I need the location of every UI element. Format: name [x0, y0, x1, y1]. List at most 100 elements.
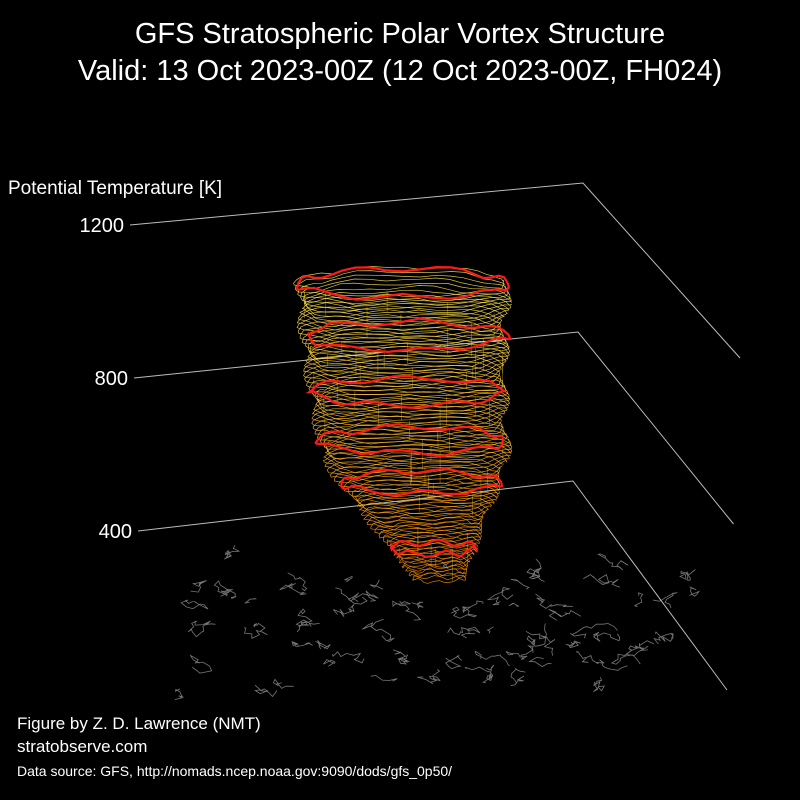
coastline [180, 599, 209, 610]
isentrope [301, 293, 510, 326]
red-contour [305, 374, 506, 409]
z-axis-label: Potential Temperature [K] [8, 178, 222, 199]
isentrope [316, 386, 511, 418]
coastline [441, 561, 449, 569]
coastline [593, 631, 621, 642]
isentrope [323, 427, 512, 457]
coastline [244, 598, 257, 604]
coastline [411, 601, 424, 609]
coastline [633, 592, 644, 607]
coastline [335, 587, 379, 602]
coastline [213, 580, 231, 597]
isentrope [299, 318, 504, 350]
isentrope [360, 503, 486, 525]
coastline [344, 575, 353, 583]
coastline [295, 619, 320, 628]
coastline [505, 645, 534, 660]
credit: Figure by Z. D. Lawrence (NMT) [17, 714, 261, 733]
coastline [332, 603, 355, 617]
coastline [625, 640, 655, 657]
coastline [291, 640, 313, 648]
coastline [189, 654, 213, 674]
coastline [220, 589, 237, 599]
coastline [447, 626, 481, 636]
coastline [254, 684, 277, 698]
coastline [445, 655, 462, 670]
coastline [581, 654, 628, 671]
red-contour [340, 467, 503, 497]
coastline [369, 579, 384, 590]
coastline [653, 632, 673, 645]
coastline [464, 666, 494, 684]
coastline [569, 623, 618, 639]
isentrope [399, 556, 471, 570]
coastline [332, 651, 365, 664]
grid-line [137, 480, 728, 691]
isentrope [334, 464, 500, 491]
coastline [689, 586, 701, 597]
coastline [527, 567, 545, 582]
isentrope [313, 394, 508, 426]
data-source: Data source: GFS, http://nomads.ncep.noa… [17, 763, 452, 779]
isentrope [378, 525, 482, 543]
isentrope [374, 521, 482, 540]
coastline [548, 609, 582, 621]
coastline [576, 651, 587, 659]
coastline [593, 677, 606, 693]
coastline [460, 628, 475, 639]
isentrope [315, 390, 509, 421]
coastline [597, 553, 629, 571]
coastline [174, 688, 184, 700]
isentrope [302, 322, 507, 354]
coastline [347, 592, 368, 605]
coastline [461, 600, 484, 613]
grid-line [129, 182, 741, 359]
coastline [315, 639, 331, 650]
coastline [296, 608, 313, 633]
coastline [679, 569, 696, 581]
chart-title: GFS Stratospheric Polar Vortex Structure [135, 18, 665, 50]
isentrope [317, 419, 508, 449]
chart-subtitle: Valid: 13 Oct 2023-00Z (12 Oct 2023-00Z,… [78, 55, 722, 87]
coastline [272, 678, 294, 689]
isentrope [296, 309, 501, 342]
credit: stratobserve.com [17, 737, 147, 756]
coastline [486, 664, 495, 672]
red-contour [307, 317, 512, 354]
coastline [450, 605, 477, 619]
coastline [526, 623, 548, 647]
isentrope [393, 546, 475, 563]
coastline [486, 587, 514, 606]
coastline [654, 631, 674, 642]
z-tick-label: 800 [95, 368, 128, 390]
isentrope [295, 270, 507, 302]
coastline [565, 640, 581, 649]
coastline [362, 618, 395, 642]
isentrope [401, 558, 469, 573]
z-tick-label: 1200 [80, 215, 125, 237]
coastline [287, 572, 308, 592]
isentrope [386, 533, 480, 550]
isentrope [329, 460, 500, 487]
coastline [223, 545, 240, 560]
grid: 400 800 1200 [80, 182, 741, 691]
z-tick-label: 400 [99, 521, 132, 543]
grid-line [133, 331, 734, 525]
isentrope [323, 443, 510, 473]
isentrope [323, 448, 508, 477]
coastline [510, 578, 530, 590]
coastline [510, 667, 526, 687]
coastline [322, 659, 336, 667]
coastline [417, 669, 441, 685]
isentrope [370, 517, 482, 535]
isentrope [304, 327, 509, 357]
isentrope [298, 301, 505, 335]
isentrope [300, 277, 511, 310]
red-contour [389, 538, 479, 559]
coastline [187, 620, 216, 638]
coastline [392, 600, 422, 621]
red-contour [314, 423, 504, 458]
isentrope [296, 305, 503, 339]
